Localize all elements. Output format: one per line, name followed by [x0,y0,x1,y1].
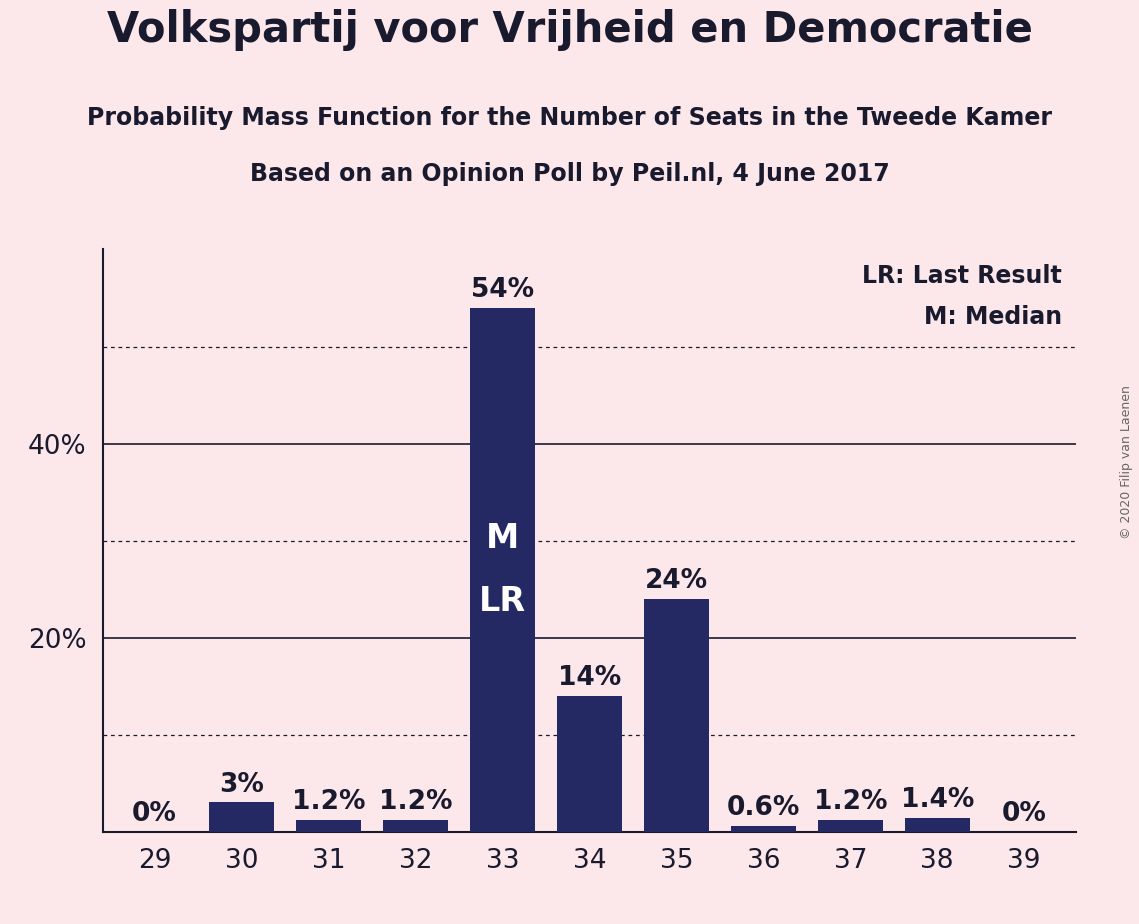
Text: 3%: 3% [219,772,264,797]
Text: M: M [486,522,519,554]
Text: 0%: 0% [1001,801,1047,827]
Bar [818,820,883,832]
Text: Probability Mass Function for the Number of Seats in the Tweede Kamer: Probability Mass Function for the Number… [87,106,1052,130]
Bar [644,599,708,832]
Text: Based on an Opinion Poll by Peil.nl, 4 June 2017: Based on an Opinion Poll by Peil.nl, 4 J… [249,162,890,186]
Bar [731,826,796,832]
Text: Volkspartij voor Vrijheid en Democratie: Volkspartij voor Vrijheid en Democratie [107,9,1032,51]
Bar [210,802,274,832]
Text: 1.2%: 1.2% [379,789,452,815]
Text: 24%: 24% [645,568,708,594]
Text: 1.4%: 1.4% [901,787,974,813]
Text: M: Median: M: Median [924,305,1062,329]
Text: 0%: 0% [132,801,178,827]
Bar [470,308,535,832]
Text: 54%: 54% [470,277,534,303]
Bar [557,696,622,832]
Text: 1.2%: 1.2% [813,789,887,815]
Text: LR: LR [478,585,526,617]
Text: 0.6%: 0.6% [727,795,800,821]
Text: 1.2%: 1.2% [292,789,366,815]
Text: LR: Last Result: LR: Last Result [862,264,1062,288]
Bar [904,818,969,832]
Bar [383,820,448,832]
Bar [296,820,361,832]
Text: © 2020 Filip van Laenen: © 2020 Filip van Laenen [1121,385,1133,539]
Text: 14%: 14% [558,665,621,691]
